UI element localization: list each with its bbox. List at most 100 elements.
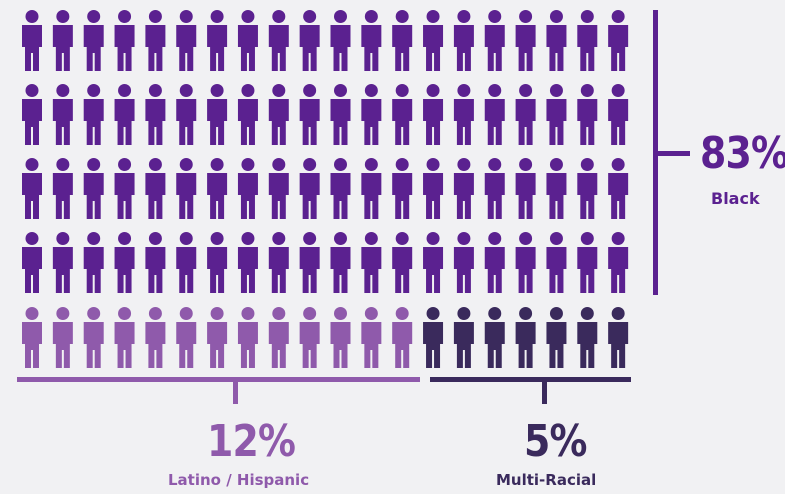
latino-hispanic-label: Latino / Hispanic [168, 471, 310, 489]
person-icon [423, 158, 444, 219]
person-icon [484, 307, 505, 368]
person-icon [83, 232, 104, 293]
person-icon [361, 307, 382, 368]
person-icon [577, 158, 598, 219]
person-icon [608, 307, 629, 368]
person-icon [299, 307, 320, 368]
person-icon [268, 158, 289, 219]
person-icon [484, 158, 505, 219]
black-percent: 83% [700, 128, 785, 179]
person-icon [268, 84, 289, 145]
person-icon [577, 84, 598, 145]
person-icon [145, 10, 166, 71]
person-icon [52, 158, 73, 219]
person-icon [22, 307, 42, 368]
person-icon [330, 10, 351, 71]
person-icon [608, 84, 629, 145]
person-icon-grid [22, 10, 629, 368]
black-bracket [653, 10, 690, 295]
person-icon [608, 10, 629, 71]
person-icon [237, 84, 258, 145]
person-icon [515, 232, 536, 293]
person-icon [392, 232, 413, 293]
person-icon [237, 158, 258, 219]
person-icon [484, 232, 505, 293]
person-icon [176, 84, 197, 145]
person-icon [114, 84, 135, 145]
person-icon [268, 10, 289, 71]
person-icon [145, 232, 166, 293]
person-icon [392, 10, 413, 71]
person-icon [176, 232, 197, 293]
person-icon [515, 307, 536, 368]
person-icon [453, 232, 474, 293]
person-icon [361, 10, 382, 71]
person-icon [145, 307, 166, 368]
person-icon [83, 307, 104, 368]
person-icon [577, 307, 598, 368]
person-icon [361, 84, 382, 145]
person-icon [52, 10, 73, 71]
person-icon [237, 232, 258, 293]
person-icon [299, 232, 320, 293]
person-icon [299, 158, 320, 219]
person-icon [546, 232, 567, 293]
multi-racial-label: Multi-Racial [496, 471, 597, 489]
person-icon [237, 307, 258, 368]
person-icon [237, 10, 258, 71]
person-icon [330, 84, 351, 145]
person-icon [577, 232, 598, 293]
person-icon [546, 84, 567, 145]
person-icon [22, 232, 42, 293]
person-icon [52, 232, 73, 293]
person-icon [114, 158, 135, 219]
person-icon [515, 84, 536, 145]
person-icon [83, 158, 104, 219]
person-icon [608, 232, 629, 293]
person-icon [392, 158, 413, 219]
person-icon [176, 158, 197, 219]
person-icon [176, 307, 197, 368]
person-icon [145, 84, 166, 145]
person-icon [608, 158, 629, 219]
person-icon [330, 232, 351, 293]
person-icon [546, 158, 567, 219]
person-icon [83, 10, 104, 71]
person-icon [392, 307, 413, 368]
person-icon [268, 232, 289, 293]
person-icon [207, 232, 228, 293]
person-icon [207, 10, 228, 71]
person-icon [145, 158, 166, 219]
person-icon [453, 307, 474, 368]
person-icon [546, 307, 567, 368]
latino-hispanic-bracket [17, 377, 420, 404]
person-icon [423, 84, 444, 145]
person-icon [423, 232, 444, 293]
person-icon [22, 10, 42, 71]
person-icon [176, 10, 197, 71]
person-icon [423, 307, 444, 368]
person-icon [22, 84, 42, 145]
person-icon [268, 307, 289, 368]
multi-racial-percent: 5% [524, 416, 587, 467]
person-icon [484, 10, 505, 71]
person-icon [361, 232, 382, 293]
person-icon [330, 158, 351, 219]
person-icon [515, 10, 536, 71]
person-icon [453, 10, 474, 71]
person-icon [52, 84, 73, 145]
person-icon [330, 307, 351, 368]
person-icon [453, 84, 474, 145]
person-icon [207, 307, 228, 368]
person-icon [453, 158, 474, 219]
multi-racial-bracket [430, 377, 631, 404]
person-icon [207, 84, 228, 145]
latino-hispanic-percent: 12% [207, 416, 296, 467]
person-icon [52, 307, 73, 368]
person-icon [114, 307, 135, 368]
person-icon [299, 10, 320, 71]
person-icon [546, 10, 567, 71]
person-icon [207, 158, 228, 219]
person-icon [22, 158, 42, 219]
